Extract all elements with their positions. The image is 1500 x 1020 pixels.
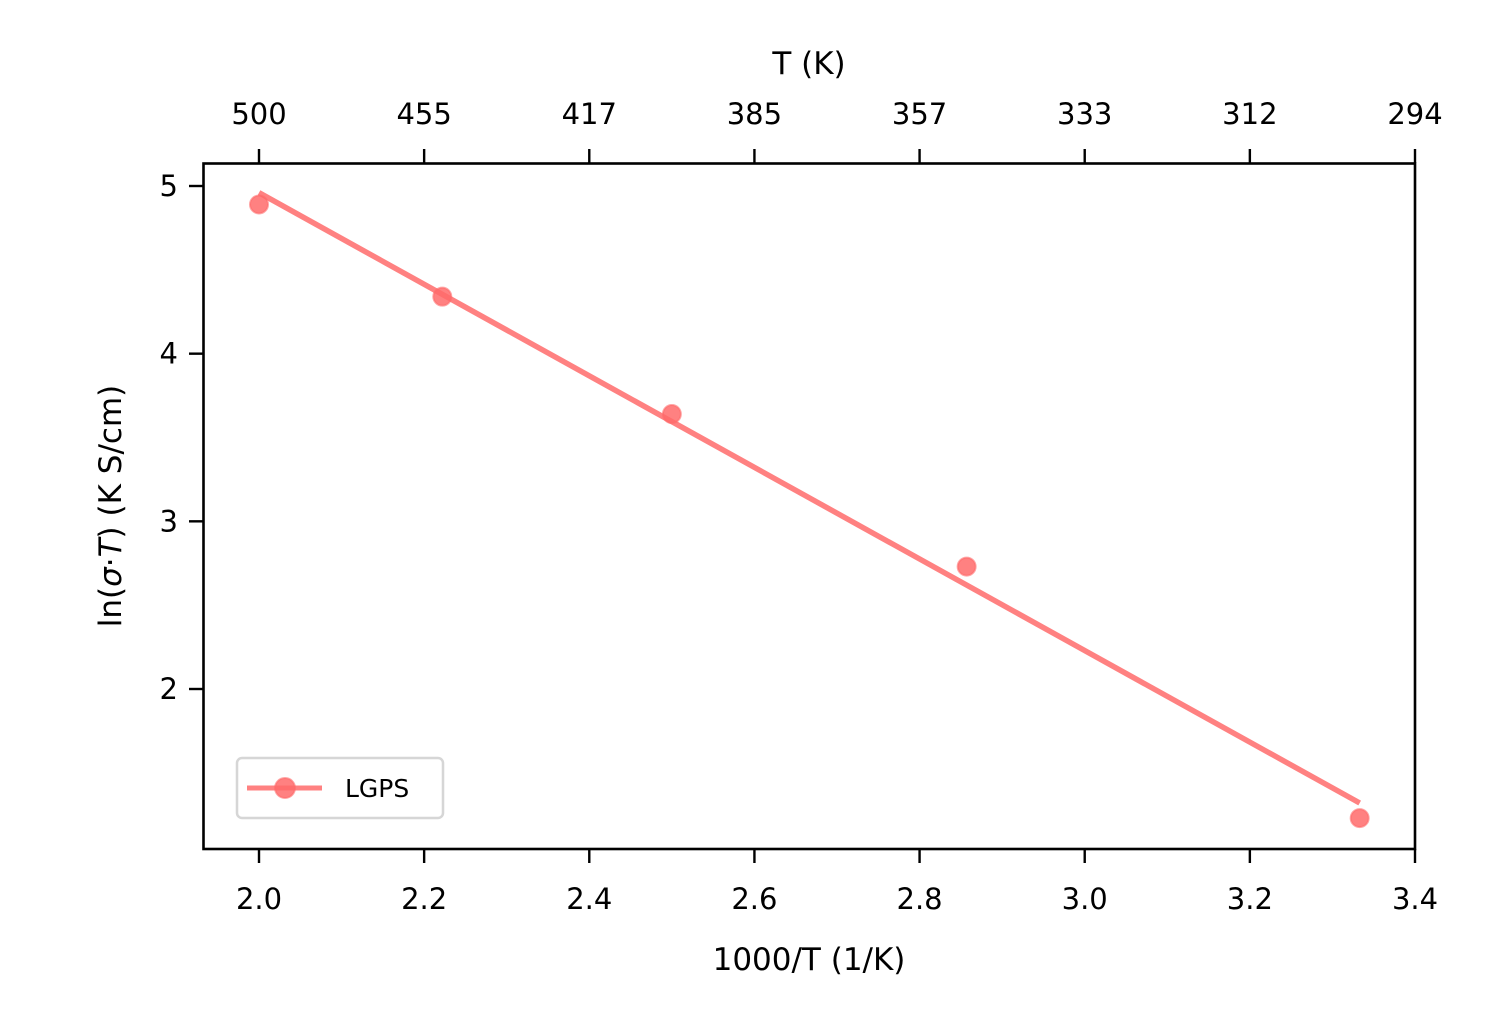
y-tick-label: 4 [160,337,178,371]
y-axis-label: ln(σ·T) (K S/cm) [93,385,129,628]
top-tick-label: 455 [396,97,451,131]
x-tick-label: 2.6 [731,882,777,916]
top-tick-label: 500 [231,97,286,131]
legend-label-lgps: LGPS [345,774,409,803]
y-label-dot: · [93,557,129,567]
data-point [956,556,977,577]
x-axis-ticks: 2.0 2.2 2.4 2.6 2.8 3.0 3.2 3.4 [236,849,1438,916]
fit-line [257,190,1362,806]
data-point [1349,808,1370,829]
top-tick-label: 357 [892,97,947,131]
y-label-prefix: ln( [93,587,129,627]
x-tick-label: 2.8 [897,882,943,916]
top-tick-label: 294 [1387,97,1442,131]
top-tick-label: 312 [1222,97,1277,131]
x-tick-label: 3.2 [1227,882,1273,916]
data-point [249,194,269,215]
top-tick-label: 333 [1057,97,1112,131]
y-tick-label: 3 [160,504,178,538]
top-tick-label: 385 [727,97,782,131]
y-tick-label: 2 [160,672,178,706]
legend: LGPS [235,756,445,820]
top-axis-ticks: 500 455 417 385 357 333 312 294 [231,97,1443,163]
y-axis-ticks: 2 3 4 5 [160,169,203,706]
x-tick-label: 3.4 [1392,882,1438,916]
legend-marker-icon [274,777,296,799]
y-label-sigma: σ [93,566,129,587]
x-tick-label: 2.4 [566,882,612,916]
top-tick-label: 417 [562,97,617,131]
data-point [432,286,453,307]
x-tick-label: 2.0 [236,882,282,916]
plot-area [249,190,1370,829]
y-label-T: T [93,536,129,557]
axes-frame [202,162,1417,851]
x-tick-label: 3.0 [1062,882,1108,916]
legend-frame [235,756,445,820]
y-label-suffix: ) (K S/cm) [93,385,129,539]
y-tick-label: 5 [160,169,178,203]
top-axis-label: T (K) [771,46,845,82]
x-axis-label: 1000/T (1/K) [713,942,906,978]
data-point [661,404,682,425]
x-tick-label: 2.2 [401,882,447,916]
